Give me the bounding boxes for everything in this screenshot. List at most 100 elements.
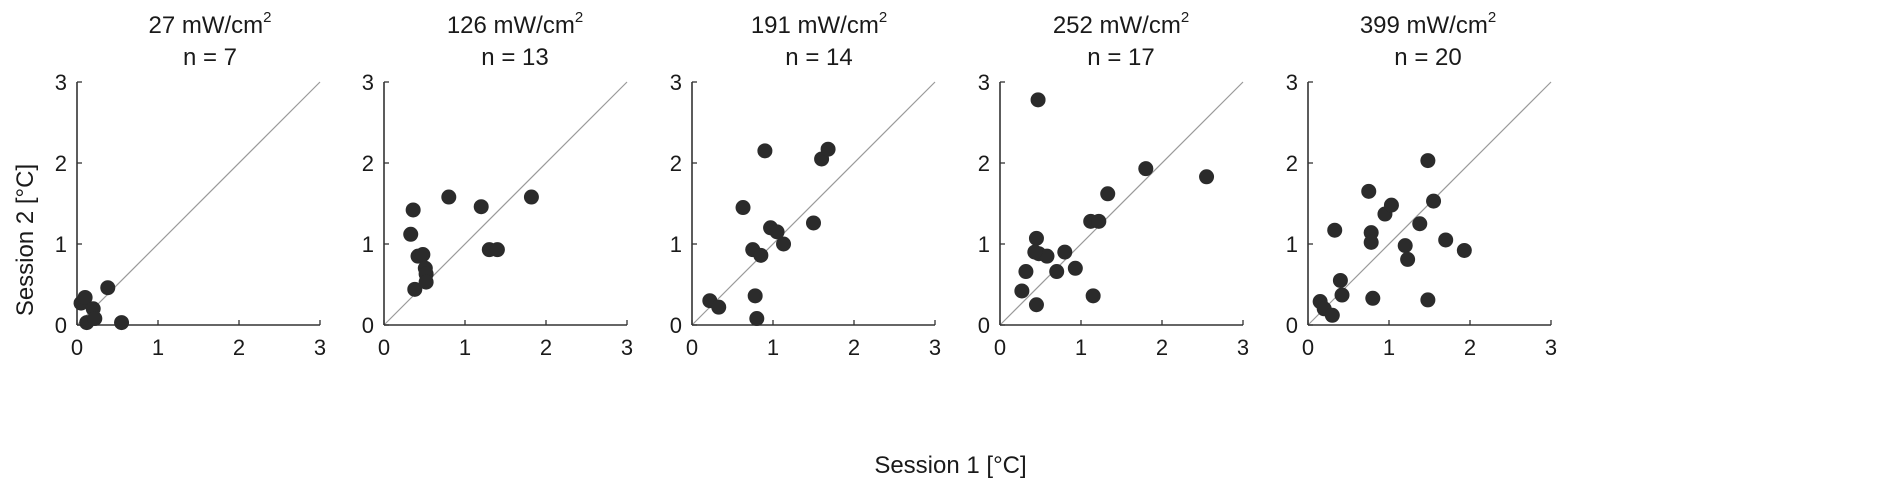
panel-5: 0 1 2 3 0 1 2 3 xyxy=(1286,70,1557,360)
data-point xyxy=(100,280,116,296)
data-point xyxy=(441,189,457,205)
x-tick-label: 3 xyxy=(1237,335,1249,360)
identity-line xyxy=(999,81,1244,326)
panel-3-title: 191 mW/cm2 xyxy=(750,9,888,39)
data-point xyxy=(1327,222,1343,238)
data-point xyxy=(1426,193,1442,209)
data-point xyxy=(1420,153,1436,169)
identity-line xyxy=(76,81,321,326)
identity-line xyxy=(691,81,936,326)
data-point xyxy=(473,199,489,215)
data-point xyxy=(77,289,93,305)
data-point xyxy=(749,311,765,327)
data-point xyxy=(1057,244,1073,260)
x-tick-label: 0 xyxy=(1302,335,1314,360)
panel-5-title: 399 mW/cm2 xyxy=(1359,9,1497,39)
data-point xyxy=(1420,292,1436,308)
data-point xyxy=(405,202,421,218)
panel-5-n: n = 20 xyxy=(1394,44,1462,71)
data-point xyxy=(735,200,751,216)
panel-4-title: 252 mW/cm2 xyxy=(1052,9,1190,39)
y-tick-label: 2 xyxy=(55,151,67,176)
data-point xyxy=(753,247,769,263)
y-tick-label: 3 xyxy=(55,70,67,95)
data-point xyxy=(1028,297,1044,313)
data-point xyxy=(769,224,785,240)
data-point xyxy=(1049,264,1065,280)
data-point xyxy=(711,299,727,315)
x-tick-label: 0 xyxy=(994,335,1006,360)
data-point xyxy=(489,242,505,258)
data-point xyxy=(820,141,836,157)
x-tick-label: 2 xyxy=(233,335,245,360)
y-tick-label: 1 xyxy=(55,232,67,257)
y-tick-label: 2 xyxy=(362,151,374,176)
y-tick-label: 0 xyxy=(1286,313,1298,338)
panel-2-title: 126 mW/cm2 xyxy=(446,9,584,39)
panel-1-n: n = 7 xyxy=(182,44,238,71)
y-tick-label: 1 xyxy=(1286,232,1298,257)
x-tick-label: 2 xyxy=(1156,335,1168,360)
x-tick-label: 2 xyxy=(540,335,552,360)
data-point xyxy=(1383,197,1399,213)
y-tick-label: 0 xyxy=(670,313,682,338)
y-tick-label: 0 xyxy=(978,313,990,338)
data-point xyxy=(1067,260,1083,276)
data-point xyxy=(1138,161,1154,177)
data-point xyxy=(418,274,434,290)
x-tick-label: 0 xyxy=(378,335,390,360)
x-tick-label: 1 xyxy=(767,335,779,360)
x-tick-label: 1 xyxy=(459,335,471,360)
data-point xyxy=(757,143,773,159)
y-tick-label: 0 xyxy=(55,313,67,338)
data-point xyxy=(1039,248,1055,264)
y-tick-label: 2 xyxy=(978,151,990,176)
data-point xyxy=(1334,287,1350,303)
y-tick-label: 3 xyxy=(670,70,682,95)
data-point xyxy=(523,189,539,205)
data-point xyxy=(1365,290,1381,306)
y-tick-label: 2 xyxy=(670,151,682,176)
data-point xyxy=(1361,183,1377,199)
x-tick-label: 0 xyxy=(71,335,83,360)
y-tick-label: 1 xyxy=(978,232,990,257)
panel-1-title: 27 mW/cm2 xyxy=(148,9,272,39)
data-point xyxy=(1412,216,1428,232)
y-tick-label: 1 xyxy=(362,232,374,257)
data-point xyxy=(776,236,792,252)
panel-3-n: n = 14 xyxy=(785,44,853,71)
x-tick-label: 1 xyxy=(1383,335,1395,360)
data-point xyxy=(1030,92,1046,108)
data-point xyxy=(407,281,423,297)
data-point xyxy=(1199,169,1215,185)
data-point xyxy=(747,288,763,304)
data-point xyxy=(1014,283,1030,299)
x-tick-label: 2 xyxy=(1464,335,1476,360)
y-tick-label: 3 xyxy=(1286,70,1298,95)
data-point xyxy=(403,226,419,242)
y-tick-label: 1 xyxy=(670,232,682,257)
x-tick-label: 1 xyxy=(1075,335,1087,360)
y-tick-label: 3 xyxy=(362,70,374,95)
data-point xyxy=(1400,251,1416,267)
x-tick-label: 2 xyxy=(848,335,860,360)
x-axis-label: Session 1 [°C] xyxy=(874,452,1027,479)
panel-2: 0 1 2 3 0 1 2 3 xyxy=(362,70,633,360)
data-point xyxy=(1397,238,1413,254)
data-point xyxy=(1085,288,1101,304)
data-point xyxy=(806,215,821,231)
panel-1: 0 1 2 3 0 1 2 3 xyxy=(55,70,326,360)
data-point xyxy=(1091,213,1107,229)
x-tick-label: 1 xyxy=(152,335,164,360)
panel-2-n: n = 13 xyxy=(481,44,549,71)
x-tick-label: 3 xyxy=(314,335,326,360)
data-point xyxy=(1027,244,1043,260)
panel-4-n: n = 17 xyxy=(1087,44,1155,71)
x-tick-label: 3 xyxy=(1545,335,1557,360)
data-point xyxy=(1028,230,1044,246)
x-tick-label: 3 xyxy=(621,335,633,360)
y-tick-label: 0 xyxy=(362,313,374,338)
data-point xyxy=(114,315,130,331)
